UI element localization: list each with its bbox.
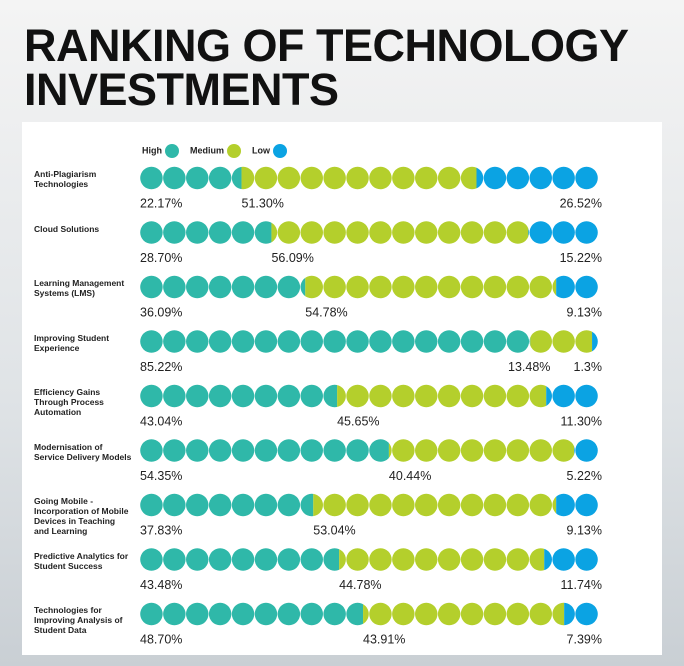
segment: [140, 166, 242, 190]
segment: [556, 275, 598, 299]
value-label: 45.65%: [337, 414, 379, 428]
value-label: 28.70%: [140, 251, 182, 265]
legend-dot: [273, 144, 288, 158]
segment: [140, 548, 340, 571]
value-label: 13.48%: [508, 360, 550, 374]
segment: [574, 439, 598, 462]
dot-row: [140, 221, 598, 244]
value-label: 7.39%: [567, 632, 602, 646]
segment: [388, 439, 575, 462]
value-label: 26.52%: [560, 196, 602, 210]
segment: [592, 330, 598, 353]
dot-row: [140, 166, 598, 190]
legend-dot: [227, 144, 242, 158]
value-label: 9.13%: [567, 523, 602, 537]
value-label: 51.30%: [242, 196, 284, 210]
value-label: 36.09%: [140, 305, 182, 319]
segment: [544, 548, 598, 571]
dot-row: [140, 384, 598, 408]
chart-title: RANKING OF TECHNOLOGY INVESTMENTS: [24, 20, 628, 115]
segment: [140, 275, 306, 299]
value-label: 48.70%: [140, 632, 182, 646]
category-label: Modernisation of Service Delivery Models: [34, 441, 132, 462]
value-label: 43.48%: [140, 578, 182, 592]
category-label: Going Mobile - Incorporation of Mobile D…: [34, 496, 129, 536]
legend-label: High: [142, 145, 162, 155]
segment: [140, 384, 338, 408]
segment: [528, 221, 598, 244]
value-label: 22.17%: [140, 196, 182, 210]
segment: [241, 166, 477, 190]
value-label: 43.04%: [140, 414, 182, 428]
segment: [305, 275, 557, 299]
value-label: 5.22%: [567, 469, 602, 483]
dot-row: [140, 548, 598, 571]
value-label: 85.22%: [140, 360, 182, 374]
segment: [363, 602, 565, 626]
value-label: 11.30%: [561, 414, 602, 428]
category-label: Technologies for Improving Analysis of S…: [34, 605, 123, 635]
segment: [140, 493, 314, 517]
segment: [140, 330, 531, 353]
value-label: 54.78%: [305, 305, 347, 319]
category-label: Anti-Plagiarism Technologies: [34, 169, 97, 189]
segment: [271, 221, 529, 244]
value-label: 40.44%: [389, 469, 431, 483]
value-label: 1.3%: [574, 360, 603, 374]
value-label: 37.83%: [140, 523, 182, 537]
segment: [546, 384, 598, 408]
dot-row: [140, 602, 598, 626]
dot-row: [140, 275, 598, 299]
segment: [564, 602, 598, 626]
segment: [337, 384, 547, 408]
dot-row: [140, 439, 598, 462]
value-label: 9.13%: [567, 305, 602, 319]
value-label: 15.22%: [560, 251, 602, 265]
category-label: Efficiency Gains Through Process Automat…: [34, 387, 104, 417]
segment: [140, 221, 272, 244]
segment: [339, 548, 545, 571]
segment: [476, 166, 598, 190]
dot-row: [140, 330, 598, 353]
category-label: Improving Student Experience: [34, 332, 110, 353]
value-label: 11.74%: [561, 578, 602, 592]
value-label: 56.09%: [271, 251, 313, 265]
legend-dot: [165, 144, 179, 158]
legend-label: Low: [252, 145, 271, 155]
segment: [313, 493, 557, 517]
category-label: Learning Management Systems (LMS): [34, 278, 125, 298]
value-label: 43.91%: [363, 632, 405, 646]
category-label: Cloud Solutions: [34, 223, 100, 234]
dot-row: [140, 493, 598, 517]
legend-label: Medium: [190, 145, 224, 155]
segment: [140, 439, 389, 462]
value-label: 44.78%: [339, 578, 381, 592]
value-label: 53.04%: [313, 523, 355, 537]
value-label: 54.35%: [140, 469, 182, 483]
segment: [530, 330, 593, 353]
segment: [140, 602, 364, 626]
category-label: Predictive Analytics for Student Success: [34, 550, 129, 571]
segment: [556, 493, 598, 517]
